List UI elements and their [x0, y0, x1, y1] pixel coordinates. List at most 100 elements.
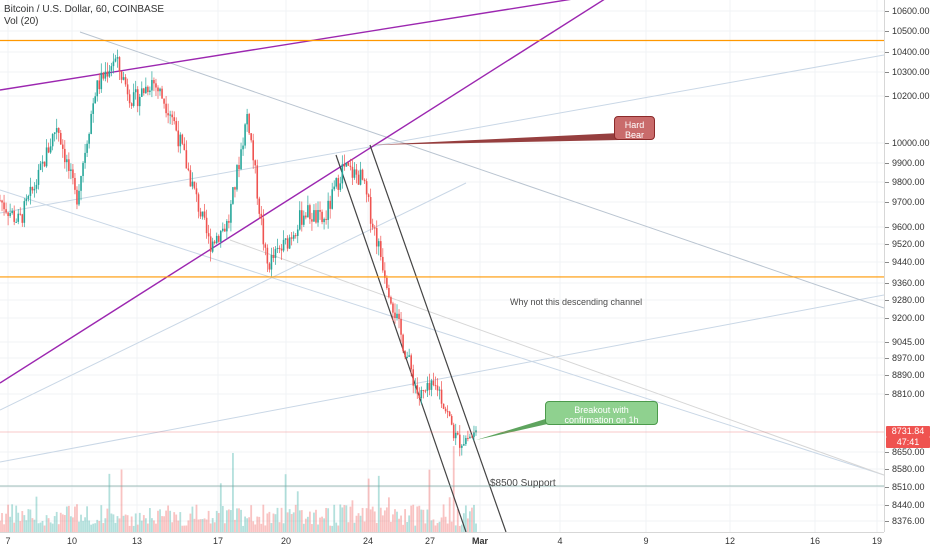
- volume-bar: [225, 510, 228, 532]
- time-label: 4: [557, 536, 563, 546]
- volume-bar: [142, 515, 145, 532]
- candle-body: [181, 134, 184, 144]
- volume-bar: [153, 520, 155, 532]
- volume-bar: [313, 512, 315, 532]
- candle-body: [5, 209, 7, 213]
- volume-bar: [197, 519, 200, 532]
- volume-bar: [9, 516, 12, 532]
- volume-bar: [450, 521, 453, 532]
- candle-body: [161, 88, 163, 99]
- candle-body: [177, 130, 180, 147]
- candle-body: [157, 87, 159, 92]
- volume-bar: [292, 512, 295, 532]
- price-tick: 9280.00: [885, 295, 925, 305]
- price-tick: 9600.00: [885, 222, 925, 232]
- volume-bar: [72, 517, 74, 532]
- candle-body: [106, 71, 109, 77]
- volume-bar: [456, 509, 459, 532]
- candle-body: [159, 88, 161, 92]
- chart-area[interactable]: Bitcoin / U.S. Dollar, 60, COINBASE Vol …: [0, 0, 885, 533]
- candle-body: [311, 219, 313, 222]
- candle-body: [151, 80, 153, 91]
- volume-bar: [232, 452, 234, 532]
- candle-body: [88, 133, 90, 144]
- candle-body: [7, 212, 9, 217]
- candle-body: [442, 403, 445, 409]
- candle-body: [138, 96, 141, 107]
- candle-body: [406, 356, 408, 358]
- volume-bar: [57, 524, 60, 532]
- candle-body: [47, 147, 50, 153]
- candle-body: [94, 96, 96, 104]
- candle-body: [222, 228, 224, 231]
- candle-body: [112, 61, 115, 67]
- price-tick: 10200.00: [885, 91, 930, 101]
- volume-bar: [442, 504, 445, 532]
- candle-body: [467, 437, 469, 439]
- volume-bar: [195, 504, 198, 532]
- volume-bar: [363, 521, 366, 532]
- volume-bar: [116, 516, 119, 532]
- candle-body: [420, 390, 423, 399]
- volume-bar: [183, 525, 186, 532]
- candle-body: [380, 241, 382, 257]
- breakout-callout: [476, 417, 552, 440]
- candle-body: [108, 70, 111, 77]
- candle-body: [53, 132, 56, 135]
- candle-body: [444, 408, 447, 412]
- candle-body: [104, 71, 107, 79]
- volume-bar: [390, 521, 392, 532]
- candle-body: [59, 132, 62, 145]
- volume-bar: [471, 507, 473, 532]
- candle-body: [215, 235, 218, 244]
- candle-body: [329, 200, 331, 209]
- volume-bar: [19, 521, 22, 532]
- breakout-label[interactable]: Breakout with confirmation on 1h: [545, 401, 658, 425]
- volume-bar: [327, 508, 330, 532]
- price-tick: 10600.00: [885, 6, 930, 16]
- candle-body: [386, 277, 388, 289]
- candle-body: [136, 89, 139, 107]
- volume-bar: [157, 510, 159, 532]
- candle-body: [280, 248, 283, 251]
- time-label: Mar: [471, 536, 489, 546]
- candle-body: [240, 149, 242, 170]
- volume-bar: [452, 446, 455, 532]
- candle-body: [303, 215, 305, 225]
- volume-bar: [288, 509, 291, 532]
- volume-bar: [404, 509, 407, 532]
- time-axis[interactable]: 7 10 13 17 20 24 27 Mar 4 9 12 16 19: [0, 532, 884, 551]
- candle-body: [90, 113, 92, 134]
- volume-bar: [25, 520, 28, 532]
- candle-body: [246, 113, 248, 125]
- candle-body: [262, 218, 265, 245]
- candle-body: [284, 238, 287, 240]
- volume-bar: [41, 520, 44, 532]
- volume-bar: [333, 504, 336, 532]
- volume-bar: [371, 506, 374, 532]
- candle-body: [266, 247, 269, 264]
- candle-body: [43, 161, 46, 167]
- candle-body: [9, 213, 11, 217]
- volume-bar: [189, 513, 192, 532]
- candle-body: [70, 169, 72, 172]
- candle-body: [228, 221, 230, 223]
- candle-body: [305, 215, 307, 218]
- price-chart[interactable]: [0, 0, 885, 533]
- volume-bar: [173, 512, 176, 532]
- volume-bar: [165, 510, 167, 532]
- channel-line: [369, 144, 507, 533]
- price-axis[interactable]: 10600.00 10500.00 10400.00 10300.00 10200.00…: [884, 0, 932, 532]
- trend-line: [79, 31, 885, 309]
- hard-bear-label[interactable]: Hard Bear: [614, 116, 655, 140]
- volume-bar: [144, 518, 147, 532]
- candle-body: [199, 211, 202, 217]
- volume-bar: [240, 509, 242, 532]
- candle-body: [422, 390, 425, 392]
- volume-bar: [264, 525, 267, 532]
- candle-body: [357, 174, 360, 185]
- volume-bar: [385, 507, 388, 532]
- volume-bar: [96, 519, 99, 532]
- volume-bar: [49, 522, 52, 532]
- time-label: 24: [362, 536, 374, 546]
